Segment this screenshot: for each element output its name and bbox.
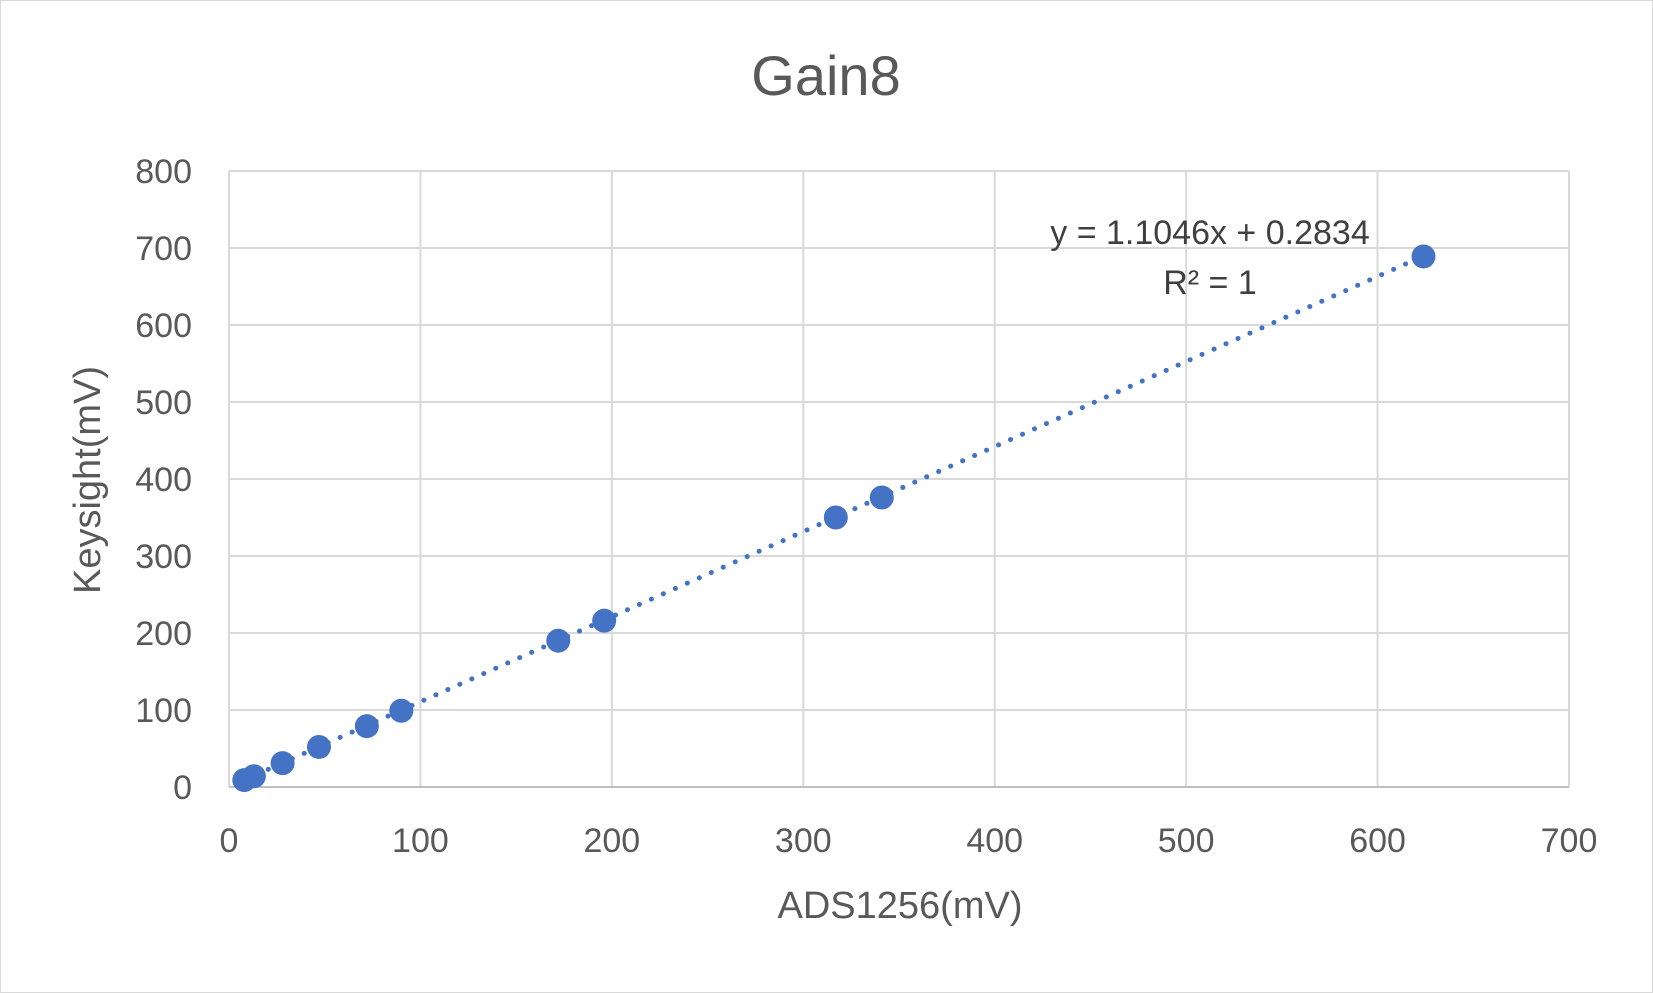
y-tick-label: 0	[173, 769, 192, 807]
y-tick-label: 200	[135, 615, 192, 653]
x-tick-label: 300	[775, 822, 832, 860]
y-tick-label: 800	[135, 153, 192, 191]
x-tick-label: 700	[1541, 822, 1598, 860]
y-axis-title: Keysight(mV)	[67, 366, 109, 594]
x-axis-title: ADS1256(mV)	[778, 885, 1023, 927]
x-tick-label: 0	[220, 822, 239, 860]
data-point	[823, 505, 848, 530]
data-point	[389, 698, 414, 723]
data-point	[241, 764, 266, 789]
data-point	[1411, 244, 1436, 269]
y-tick-labels: 0 100 200 300 400 500 600 700 800	[135, 153, 192, 807]
data-point	[869, 485, 894, 510]
chart-title: Gain8	[751, 44, 900, 107]
x-tick-label: 200	[583, 822, 640, 860]
y-tick-label: 300	[135, 538, 192, 576]
y-tick-label: 500	[135, 384, 192, 422]
data-point	[270, 751, 295, 776]
trendline-equation: y = 1.1046x + 0.2834	[1050, 214, 1369, 252]
data-points	[232, 244, 1436, 793]
grid-lines	[228, 170, 1570, 787]
y-tick-label: 100	[135, 692, 192, 730]
x-tick-label: 600	[1349, 822, 1406, 860]
data-point	[306, 734, 331, 759]
trendline	[241, 253, 1427, 783]
data-point	[354, 714, 379, 739]
data-point	[546, 628, 571, 653]
y-tick-label: 400	[135, 461, 192, 499]
x-tick-label: 500	[1158, 822, 1215, 860]
x-tick-label: 100	[392, 822, 449, 860]
y-tick-label: 700	[135, 230, 192, 268]
x-tick-label: 400	[966, 822, 1023, 860]
y-tick-label: 600	[135, 307, 192, 345]
data-point	[592, 608, 617, 633]
trendline-r-squared: R² = 1	[1163, 264, 1257, 302]
x-tick-labels: 0 100 200 300 400 500 600 700	[220, 822, 1598, 860]
